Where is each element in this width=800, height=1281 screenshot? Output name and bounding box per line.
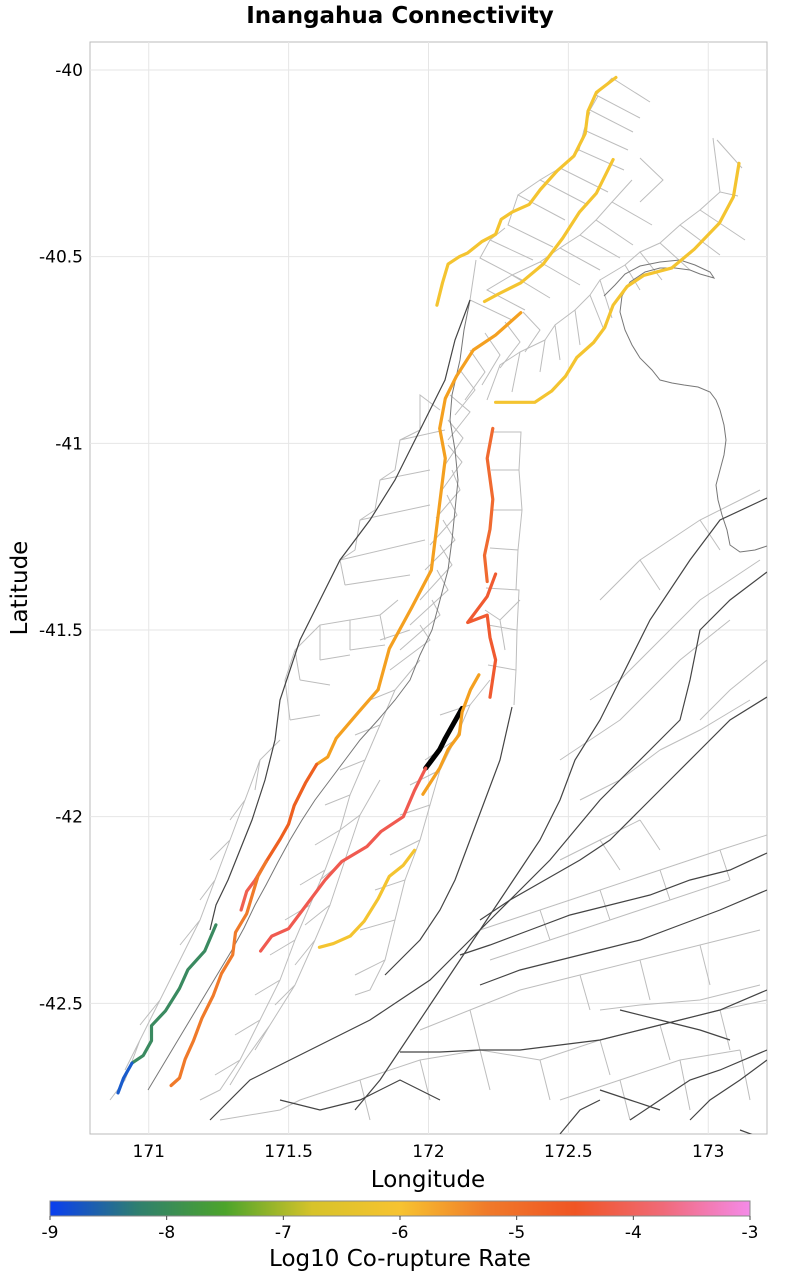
x-tick-label: 171 bbox=[133, 1142, 165, 1162]
y-tick-label: -40 bbox=[55, 61, 83, 81]
fault-section-inangahua-south-pink bbox=[259, 766, 428, 953]
fault-section-tasman-eastern-arc bbox=[494, 161, 741, 404]
fault-section-northwest-coastal-upper bbox=[435, 75, 618, 307]
gridlines bbox=[90, 42, 767, 1134]
fault-section-northwest-coastal-lower bbox=[376, 311, 523, 692]
colorbar-ticks: -9 -8 -7 -6 -5 -4 -3 bbox=[42, 1216, 759, 1243]
x-tick-label: 172 bbox=[412, 1142, 444, 1162]
colorbar-tick-label: -6 bbox=[392, 1223, 409, 1243]
fault-section-ruptured-fault bbox=[423, 705, 465, 771]
x-axis-label: Longitude bbox=[371, 1167, 485, 1193]
colorbar-tick-label: -8 bbox=[158, 1223, 175, 1243]
fault-section-east-of-rupture bbox=[421, 673, 481, 796]
y-tick-label: -42 bbox=[55, 808, 83, 828]
y-tick-label: -42.5 bbox=[39, 994, 83, 1014]
y-axis-ticks: -40 -40.5 -41 -41.5 -42 -42.5 bbox=[39, 61, 83, 1014]
fault-section-paparoa-coastal bbox=[264, 762, 319, 864]
fault-section-mid-strand-north bbox=[482, 426, 495, 584]
rated-fault-sections bbox=[116, 75, 741, 1095]
colorbar-label: Log10 Co-rupture Rate bbox=[269, 1246, 531, 1272]
y-tick-label: -41.5 bbox=[39, 621, 83, 641]
fault-section-mid-strand-central bbox=[466, 572, 498, 699]
colorbar: -9 -8 -7 -6 -5 -4 -3 Log10 Co-rupture Rate bbox=[42, 1200, 759, 1272]
fault-mesh bbox=[109, 77, 767, 1121]
y-tick-label: -40.5 bbox=[39, 248, 83, 268]
fault-section-southern-yellow bbox=[317, 848, 417, 949]
plot-area: 171 171.5 172 172.5 173 -40-40.5-41-41.5-42-… bbox=[39, 41, 768, 1162]
fault-section-inland-southern bbox=[169, 859, 268, 1088]
y-axis-label: Latitude bbox=[7, 541, 33, 636]
x-tick-label: 172.5 bbox=[544, 1142, 593, 1162]
x-axis-ticks: 171 171.5 172 172.5 173 bbox=[133, 1142, 725, 1162]
chart-title: Inangahua Connectivity bbox=[246, 3, 554, 29]
colorbar-gradient bbox=[49, 1200, 751, 1217]
colorbar-tick-label: -4 bbox=[625, 1223, 642, 1243]
y-tick-label: -41 bbox=[55, 434, 83, 454]
colorbar-tick-label: -9 bbox=[42, 1223, 59, 1243]
fault-section-tasman-upper bbox=[482, 158, 615, 304]
fault-section-blue-coastal-tip bbox=[116, 1061, 134, 1095]
coastline bbox=[147, 259, 767, 1091]
fault-section-paparoa-north-coastal bbox=[315, 688, 380, 766]
colorbar-tick-label: -5 bbox=[508, 1223, 525, 1243]
major-fault-traces bbox=[209, 299, 767, 1134]
colorbar-tick-label: -7 bbox=[275, 1223, 292, 1243]
colorbar-tick-label: -3 bbox=[742, 1223, 759, 1243]
x-tick-label: 173 bbox=[692, 1142, 724, 1162]
x-tick-label: 171.5 bbox=[264, 1142, 313, 1162]
fault-section-green-coastal bbox=[130, 923, 218, 1065]
